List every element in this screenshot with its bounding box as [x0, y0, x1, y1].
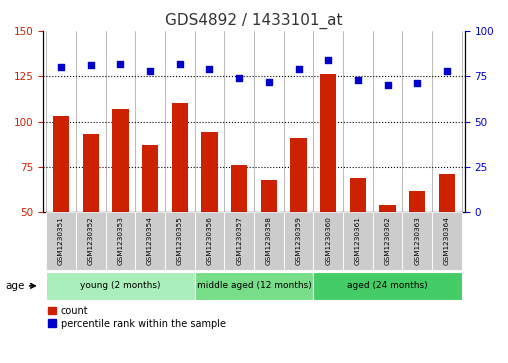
Bar — [46, 272, 195, 300]
Text: middle aged (12 months): middle aged (12 months) — [197, 281, 311, 290]
Text: GSM1230358: GSM1230358 — [266, 216, 272, 265]
Bar — [112, 109, 129, 212]
Bar — [201, 132, 217, 212]
Text: GDS4892 / 1433101_at: GDS4892 / 1433101_at — [165, 13, 343, 29]
Bar — [82, 134, 99, 212]
Bar — [225, 212, 254, 270]
Text: GSM1230351: GSM1230351 — [58, 216, 64, 265]
Bar — [439, 174, 455, 212]
Text: GSM1230364: GSM1230364 — [444, 216, 450, 265]
Text: young (2 months): young (2 months) — [80, 281, 161, 290]
Point — [205, 66, 213, 72]
Bar — [53, 116, 69, 212]
Bar — [165, 212, 195, 270]
Point — [57, 64, 65, 70]
Bar — [291, 138, 307, 212]
Text: GSM1230363: GSM1230363 — [415, 216, 420, 265]
Text: GSM1230352: GSM1230352 — [88, 216, 93, 265]
Point — [354, 77, 362, 83]
Text: age: age — [5, 281, 24, 291]
Point — [265, 79, 273, 85]
Bar — [313, 272, 462, 300]
Bar — [432, 212, 462, 270]
Bar — [343, 212, 373, 270]
Bar — [172, 103, 188, 212]
Bar — [350, 178, 366, 212]
Point — [176, 61, 184, 66]
Text: GSM1230353: GSM1230353 — [117, 216, 123, 265]
Text: GSM1230354: GSM1230354 — [147, 216, 153, 265]
Text: GSM1230361: GSM1230361 — [355, 216, 361, 265]
Bar — [373, 212, 402, 270]
Text: GSM1230359: GSM1230359 — [296, 216, 302, 265]
Text: GSM1230360: GSM1230360 — [325, 216, 331, 265]
Point — [295, 66, 303, 72]
Bar — [402, 212, 432, 270]
Point — [443, 68, 451, 74]
Point — [384, 82, 392, 88]
Bar — [409, 191, 426, 212]
Text: GSM1230357: GSM1230357 — [236, 216, 242, 265]
Bar — [195, 212, 225, 270]
Bar — [283, 212, 313, 270]
Bar — [254, 212, 283, 270]
Point — [235, 75, 243, 81]
Bar — [142, 145, 158, 212]
Bar — [76, 212, 106, 270]
Bar — [320, 74, 336, 212]
Bar — [313, 212, 343, 270]
Bar — [46, 212, 76, 270]
Bar — [379, 205, 396, 212]
Legend: count, percentile rank within the sample: count, percentile rank within the sample — [48, 306, 226, 329]
Bar — [261, 180, 277, 212]
Point — [87, 62, 95, 68]
Bar — [106, 212, 135, 270]
Bar — [195, 272, 313, 300]
Point — [324, 57, 332, 63]
Point — [116, 61, 124, 66]
Bar — [135, 212, 165, 270]
Point — [146, 68, 154, 74]
Bar — [231, 165, 247, 212]
Text: aged (24 months): aged (24 months) — [347, 281, 428, 290]
Point — [413, 81, 421, 86]
Text: GSM1230356: GSM1230356 — [206, 216, 212, 265]
Text: GSM1230362: GSM1230362 — [385, 216, 391, 265]
Text: GSM1230355: GSM1230355 — [177, 216, 183, 265]
